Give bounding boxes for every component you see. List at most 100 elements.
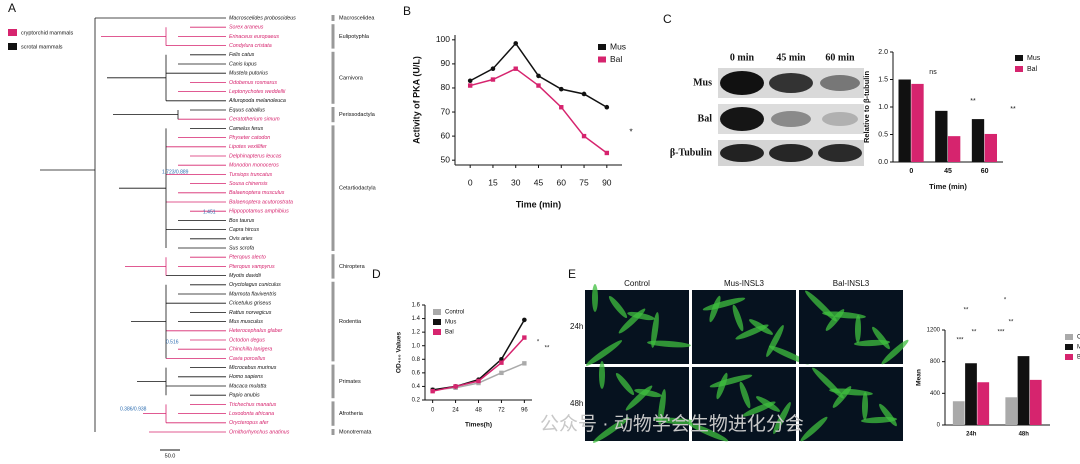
species-label: Ailuropoda melanoleuca [228, 98, 286, 104]
annotation: ns [929, 69, 937, 76]
image-column: Bal-INSL3 [833, 279, 870, 288]
image-row: 48h [570, 399, 583, 408]
x-tick-label: 30 [511, 177, 521, 187]
y-tick-label: 0.8 [412, 357, 421, 363]
line [469, 67, 608, 154]
group-label: Afrotheria [339, 411, 364, 417]
legend-swatch [8, 43, 17, 50]
blot [718, 68, 864, 166]
marker [499, 360, 504, 365]
cell [585, 340, 623, 366]
y-tick-label: 50 [441, 154, 451, 164]
annotation: * [1004, 298, 1007, 304]
species-label: Monodon monoceros [229, 163, 279, 169]
cell [654, 417, 698, 425]
marker [559, 105, 564, 110]
group-label: Perissodactyla [339, 112, 376, 118]
y-tick-label: 2.0 [878, 49, 888, 56]
species-label: Balaenoptera musculus [229, 190, 285, 196]
legend-label: cryptorchid mammals [21, 30, 74, 36]
marker [581, 91, 587, 97]
y-axis-title: OD₄₅₀ Values [396, 332, 403, 374]
species-label: Rattus norvegicus [229, 310, 272, 316]
species-label: Octodon degus [229, 337, 265, 343]
cell [756, 396, 780, 412]
bar [1017, 356, 1030, 425]
species-label: Camelus ferus [229, 126, 263, 132]
species-label: Chinchilla lanigera [229, 347, 272, 353]
cell [687, 422, 729, 442]
y-tick-label: 400 [930, 391, 941, 397]
image-row: 24h [570, 322, 583, 331]
marker [522, 317, 527, 323]
y-tick-label: 1.0 [412, 343, 421, 349]
annotation: ** [1010, 106, 1016, 113]
node-label: 1.723/0.889 [162, 169, 189, 175]
species-label: Lipotes vexillifer [229, 144, 267, 150]
species-label: Sorex araneus [229, 25, 264, 31]
x-tick-label: 45 [534, 177, 544, 187]
bar [984, 133, 997, 162]
y-tick-label: 0 [937, 423, 941, 429]
x-tick-label: 15 [488, 177, 498, 187]
y-tick-label: 1.4 [412, 316, 421, 322]
blot-row: β-Tubulin [670, 147, 713, 158]
cell [800, 416, 828, 442]
species-label: Felis catus [229, 52, 255, 58]
species-label: Sus scrofa [229, 245, 254, 251]
annotation: * [629, 126, 633, 136]
species-label: Canis lupus [229, 61, 257, 67]
cell [872, 326, 890, 350]
image-column: Control [624, 279, 650, 288]
x-tick-label: 0 [468, 177, 473, 187]
annotation: *** [997, 330, 1005, 336]
marker [536, 73, 541, 79]
y-tick-label: 800 [930, 359, 941, 365]
species-label: Tursiops truncatus [229, 172, 273, 178]
marker [558, 86, 564, 92]
y-tick-label: 100 [436, 34, 450, 44]
x-tick-label: 60 [981, 168, 989, 175]
species-label: Oryctolagus cuniculus [229, 282, 281, 288]
bar [1029, 379, 1042, 425]
blot-row: Bal [698, 113, 713, 124]
marker [490, 66, 496, 72]
group-label: Cetartiodactyla [339, 186, 377, 192]
legend-swatch [598, 56, 606, 63]
legend-swatch [1065, 344, 1073, 350]
species-label: Ornithorhynchus anatinus [229, 429, 290, 435]
image-column: Mus-INSL3 [724, 279, 765, 288]
cell [592, 284, 598, 312]
species-label: Ovis aries [229, 236, 253, 242]
cell [749, 319, 773, 335]
x-axis-title: Time (min) [929, 182, 967, 191]
blot-column: 60 min [825, 52, 855, 63]
watermark: 公众号 · 动物学会生物进化分会 [540, 413, 804, 435]
cell [829, 388, 873, 396]
bar [898, 79, 911, 162]
scale-label: 50.0 [165, 453, 176, 459]
y-tick-label: 0.4 [412, 384, 421, 390]
legend-swatch [598, 44, 606, 50]
legend-swatch [8, 29, 17, 36]
annotation: ** [972, 330, 977, 336]
legend-swatch [433, 309, 441, 315]
legend-label: Bal [445, 330, 454, 336]
marker [430, 388, 435, 394]
x-tick-label: 24 [452, 408, 459, 414]
legend-swatch [1015, 55, 1023, 61]
blot-column: 0 min [730, 52, 755, 63]
species-label: Cavia porcellus [229, 356, 266, 362]
species-label: Pteropus alecto [229, 255, 266, 261]
legend-label: Mus [445, 320, 456, 326]
species-label: Orycteropus afer [229, 420, 269, 426]
legend-swatch [433, 319, 441, 325]
cell [615, 372, 635, 396]
species-label: Microcebus murinus [229, 365, 277, 371]
x-tick-label: 75 [579, 177, 589, 187]
cell [773, 402, 791, 434]
species-label: Hippopotamus amphibius [229, 209, 289, 215]
species-label: Marmota flaviventris [229, 291, 277, 297]
legend-label: scrotal mammals [21, 44, 63, 50]
